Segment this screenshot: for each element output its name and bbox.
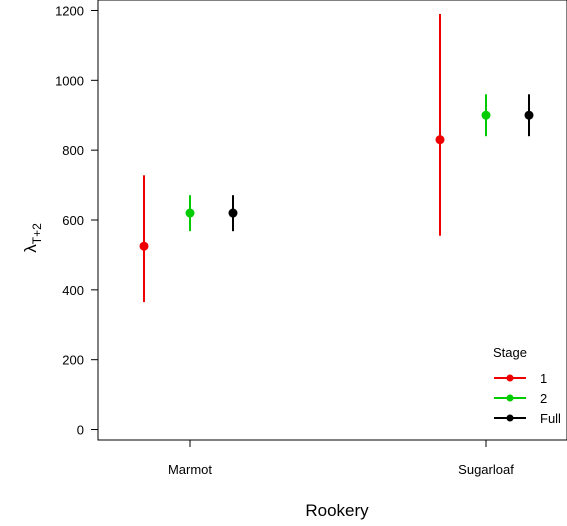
x-axis-label: Rookery bbox=[305, 501, 369, 520]
data-point bbox=[481, 110, 491, 120]
series-layer bbox=[139, 13, 534, 303]
y-axis: 0 200 400 600 800 1000 1200 bbox=[55, 3, 98, 438]
x-axis: Marmot Sugarloaf bbox=[168, 440, 514, 477]
y-tick-label: 0 bbox=[77, 423, 84, 438]
y-tick-label: 200 bbox=[62, 353, 84, 368]
y-tick-label: 1000 bbox=[55, 73, 84, 88]
data-point bbox=[185, 208, 195, 218]
data-point bbox=[139, 241, 149, 251]
series-full bbox=[228, 94, 534, 232]
x-tick-label: Sugarloaf bbox=[458, 462, 514, 477]
y-tick-label: 600 bbox=[62, 213, 84, 228]
y-axis-label-sub: T+2 bbox=[30, 223, 44, 244]
series-2 bbox=[185, 94, 491, 232]
y-tick-label: 800 bbox=[62, 143, 84, 158]
y-tick-label: 1200 bbox=[55, 3, 84, 18]
y-axis-label-main: λ bbox=[21, 244, 40, 253]
legend-title: Stage bbox=[493, 345, 527, 360]
legend-swatch-point bbox=[506, 374, 514, 382]
data-point bbox=[435, 135, 445, 145]
legend-swatch-point bbox=[506, 394, 514, 402]
y-tick-label: 400 bbox=[62, 283, 84, 298]
y-axis-label: λT+2 bbox=[21, 223, 44, 253]
legend-swatch-point bbox=[506, 414, 514, 422]
legend: Stage 1 2 Full bbox=[493, 345, 561, 426]
legend-entry-label: Full bbox=[540, 411, 561, 426]
legend-entry-label: 2 bbox=[540, 391, 547, 406]
data-point bbox=[524, 110, 534, 120]
data-point bbox=[228, 208, 238, 218]
x-tick-label: Marmot bbox=[168, 462, 212, 477]
legend-entry-label: 1 bbox=[540, 371, 547, 386]
plot-frame bbox=[97, 0, 567, 441]
series-1 bbox=[139, 13, 445, 303]
